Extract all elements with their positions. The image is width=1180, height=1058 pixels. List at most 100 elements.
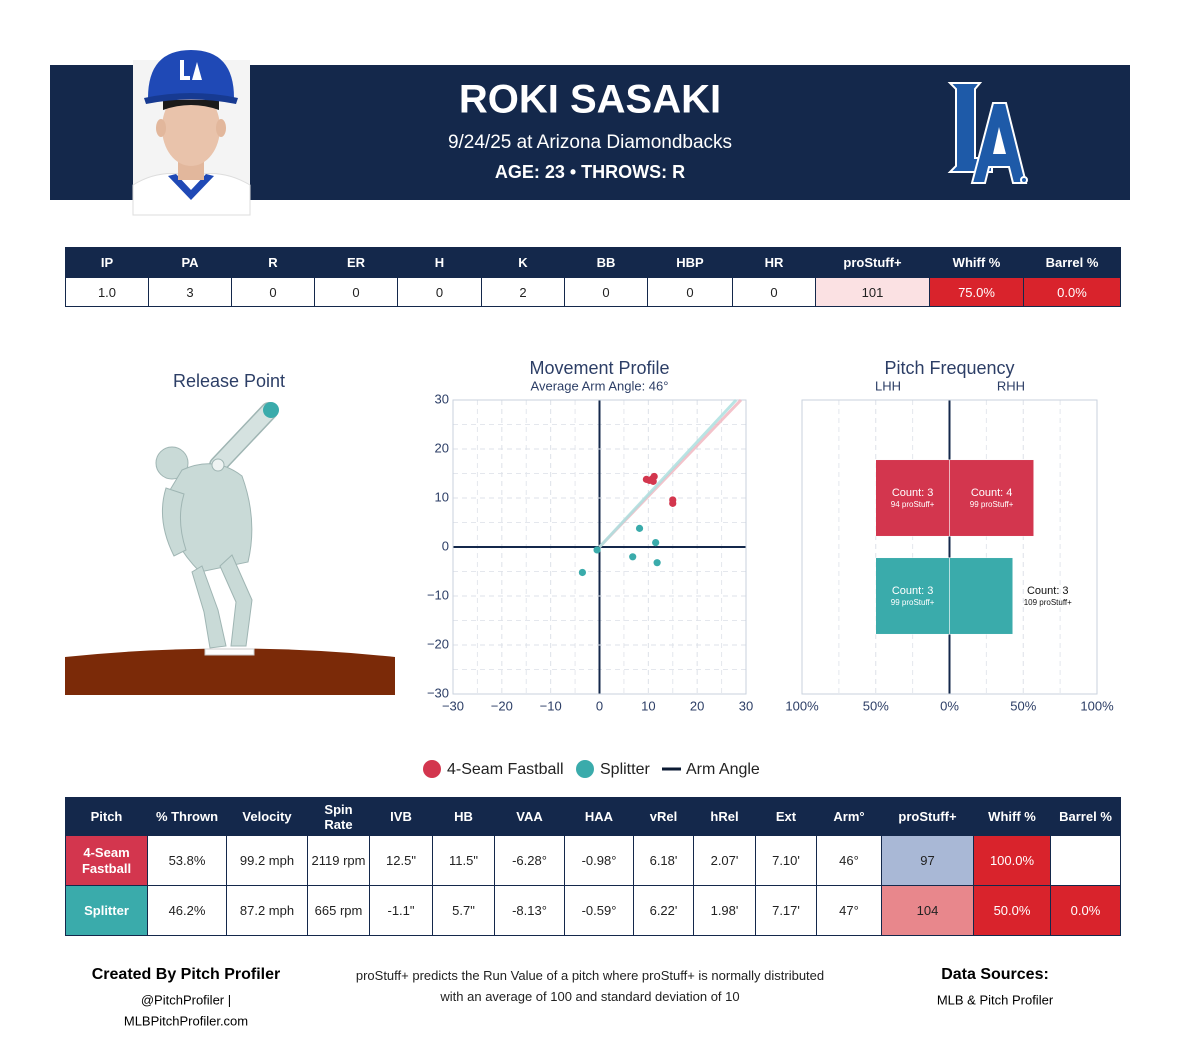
plot-border (452, 399, 747, 695)
column-header: HB (432, 797, 495, 836)
column-header: vRel (633, 797, 694, 836)
table-cell: 6.22' (633, 885, 694, 936)
column-header: hRel (693, 797, 756, 836)
pitch-point (593, 546, 601, 554)
y-tick-label: −30 (427, 685, 449, 700)
legend-label: Splitter (600, 761, 650, 778)
table-cell: -0.98° (564, 835, 634, 886)
x-tick-label: −10 (540, 698, 562, 713)
column-header: Spin Rate (307, 797, 370, 836)
y-tick-label: −20 (427, 636, 449, 651)
table-cell: 47° (816, 885, 882, 936)
stuff-label: 99 proStuff+ (891, 598, 935, 607)
count-label: Count: 3 (892, 585, 934, 597)
pitch-point (629, 553, 637, 561)
table-cell: 50.0% (973, 885, 1051, 936)
column-header: ER (314, 247, 398, 278)
table-cell: 0 (564, 277, 648, 307)
table-cell: 2119 rpm (307, 835, 370, 886)
table-cell: 7.10' (755, 835, 817, 886)
table-row: 4-Seam Fastball 53.8% 99.2 mph 2119 rpm 12.5… (65, 835, 1121, 886)
column-header: IVB (369, 797, 433, 836)
column-header: K (481, 247, 565, 278)
pitch-point (635, 524, 644, 532)
pitch-table: Pitch% Thrown Velocity Spin Rate IVB HB VAA HA… (65, 797, 1121, 936)
column-header: Barrel % (1050, 797, 1121, 836)
table-cell: 6.18' (633, 835, 694, 886)
column-header: % Thrown (147, 797, 227, 836)
pitch-point (578, 568, 587, 577)
table-cell: 2.07' (693, 835, 756, 886)
column-header: H (397, 247, 482, 278)
footer-note: proStuff+ predicts the Run Value of a pi… (355, 968, 825, 1004)
column-header: HBP (647, 247, 733, 278)
stuff-label: 109 proStuff+ (1024, 598, 1072, 607)
player-name: ROKI SASAKI (459, 78, 721, 122)
site: MLBPitchProfiler.com (124, 1013, 248, 1028)
table-cell: 99.2 mph (226, 835, 308, 886)
table-cell: 0 (231, 277, 315, 307)
column-header: Barrel % (1023, 247, 1121, 278)
column-header: Whiff % (929, 247, 1024, 278)
header-row: IP PA R ER H K BB HBP HR proStuff+ Whiff % Barrel % (65, 247, 1121, 278)
pitch-point (649, 477, 657, 485)
column-header: VAA (494, 797, 565, 836)
table-cell: 0 (647, 277, 733, 307)
header-row: Pitch% Thrown Velocity Spin Rate IVB HB VAA HA… (65, 797, 1121, 836)
column-header: BB (564, 247, 648, 278)
x-tick-label: 100% (785, 698, 819, 713)
frequency-bar (875, 557, 950, 635)
x-tick-label: 50% (863, 698, 889, 713)
count-label: Count: 3 (892, 487, 934, 499)
pitch-point (669, 499, 677, 507)
frequency-bar (949, 557, 1014, 635)
chart-title: Movement Profile (529, 358, 669, 378)
y-tick-label: 20 (435, 440, 449, 455)
table-row: 1.0 3 0 0 0 2 0 0 0 101 75.0% 0.0% (65, 277, 1121, 307)
legend-label: 4-Seam Fastball (447, 761, 564, 778)
count-label: Count: 4 (971, 487, 1013, 499)
column-header: IP (65, 247, 149, 278)
table-cell: Splitter (65, 885, 148, 936)
chart-title: Pitch Frequency (884, 358, 1014, 378)
legend-marker (576, 760, 594, 778)
column-header: R (231, 247, 315, 278)
table-cell: 11.5" (432, 835, 495, 886)
table-cell: 75.0% (929, 277, 1024, 307)
legend-marker (423, 760, 441, 778)
table-cell: 97 (881, 835, 974, 886)
table-row: Splitter 46.2% 87.2 mph 665 rpm -1.1" 5.7" -8.… (65, 885, 1121, 936)
column-header: Pitch (65, 797, 148, 836)
plot-border (801, 399, 1098, 695)
headshot (132, 50, 251, 216)
side-label: RHH (997, 378, 1025, 393)
game-info: 9/24/25 at Arizona Diamondbacks (448, 132, 732, 153)
table-cell: 0 (314, 277, 398, 307)
frequency-bar (875, 459, 950, 537)
table-cell: 3 (148, 277, 232, 307)
sources: MLB & Pitch Profiler (937, 992, 1054, 1007)
table-cell: 46° (816, 835, 882, 886)
count-label: Count: 3 (1027, 585, 1069, 597)
y-tick-label: 0 (442, 538, 449, 553)
column-header: proStuff+ (881, 797, 974, 836)
table-cell: 53.8% (147, 835, 227, 886)
release-ball (263, 402, 279, 418)
handle: @PitchProfiler | (141, 992, 231, 1007)
x-tick-label: 0% (940, 698, 959, 713)
arm-angle-line (598, 398, 738, 549)
pitching-rubber (204, 648, 255, 656)
sources-title: Data Sources: (941, 966, 1049, 983)
table-cell: -0.59° (564, 885, 634, 936)
table-cell: 87.2 mph (226, 885, 308, 936)
column-header: proStuff+ (815, 247, 930, 278)
frequency-bar (949, 459, 1034, 537)
x-tick-label: −30 (442, 698, 464, 713)
table-cell: 5.7" (432, 885, 495, 936)
table-cell: 0 (732, 277, 816, 307)
table-cell: 1.98' (693, 885, 756, 936)
column-header: Whiff % (973, 797, 1051, 836)
stuff-label: 99 proStuff+ (970, 500, 1014, 509)
table-cell: 0.0% (1050, 885, 1121, 936)
